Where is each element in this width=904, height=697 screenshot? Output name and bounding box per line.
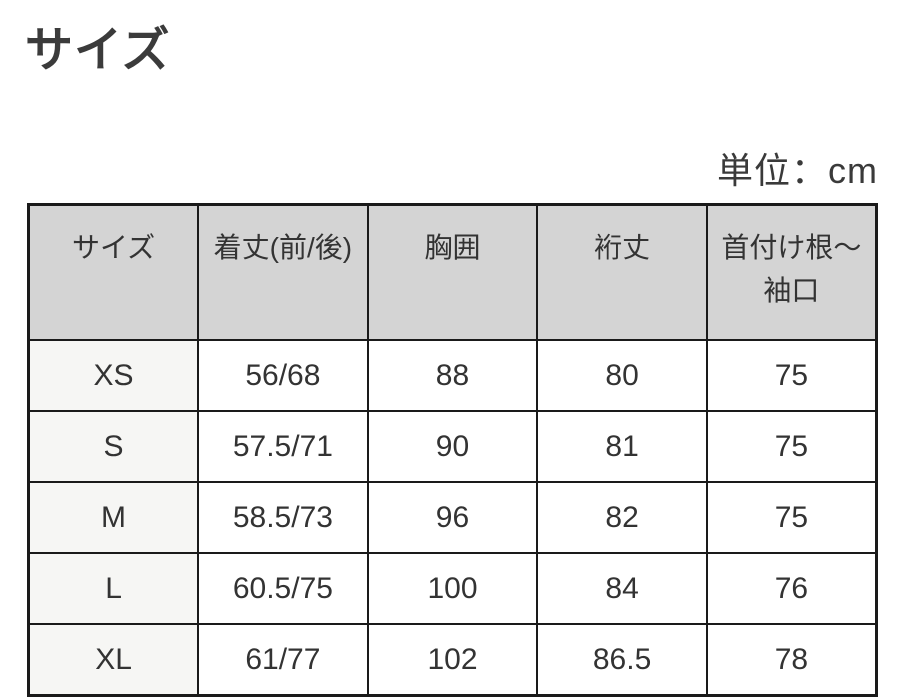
chest-cell: 100 [366, 552, 539, 625]
page-title: サイズ [25, 24, 171, 77]
chest-cell: 88 [366, 339, 539, 412]
header-body-length: 着丈(前/後) [197, 203, 369, 341]
body-length-cell: 61/77 [197, 623, 369, 697]
table-row: S 57.5/71 90 81 75 [27, 410, 878, 483]
size-cell: S [27, 410, 200, 483]
neck-to-cuff-cell: 75 [705, 481, 878, 554]
size-cell: XS [27, 339, 200, 412]
header-row: サイズ 着丈(前/後) 胸囲 裄丈 首付け根～袖口 [27, 203, 878, 341]
table-row: L 60.5/75 100 84 76 [27, 552, 878, 625]
sleeve-length-cell: 86.5 [536, 623, 708, 697]
table-row: M 58.5/73 96 82 75 [27, 481, 878, 554]
neck-to-cuff-cell: 75 [705, 410, 878, 483]
chest-cell: 102 [366, 623, 539, 697]
size-cell: L [27, 552, 200, 625]
header-neck-to-cuff: 首付け根～袖口 [705, 203, 878, 341]
chest-cell: 96 [366, 481, 539, 554]
size-cell: M [27, 481, 200, 554]
unit-label: 単位：cm [717, 150, 878, 191]
header-chest: 胸囲 [366, 203, 539, 341]
chest-cell: 90 [366, 410, 539, 483]
size-cell: XL [27, 623, 200, 697]
body-length-cell: 58.5/73 [197, 481, 369, 554]
table-row: XS 56/68 88 80 75 [27, 339, 878, 412]
sleeve-length-cell: 82 [536, 481, 708, 554]
header-sleeve-length: 裄丈 [536, 203, 708, 341]
neck-to-cuff-cell: 75 [705, 339, 878, 412]
body-length-cell: 57.5/71 [197, 410, 369, 483]
table-row: XL 61/77 102 86.5 78 [27, 623, 878, 697]
sleeve-length-cell: 80 [536, 339, 708, 412]
size-table: サイズ 着丈(前/後) 胸囲 裄丈 首付け根～袖口 XS 56/68 88 80… [27, 203, 878, 697]
sleeve-length-cell: 84 [536, 552, 708, 625]
sleeve-length-cell: 81 [536, 410, 708, 483]
neck-to-cuff-cell: 76 [705, 552, 878, 625]
body-length-cell: 60.5/75 [197, 552, 369, 625]
header-size: サイズ [27, 203, 200, 341]
neck-to-cuff-cell: 78 [705, 623, 878, 697]
body-length-cell: 56/68 [197, 339, 369, 412]
